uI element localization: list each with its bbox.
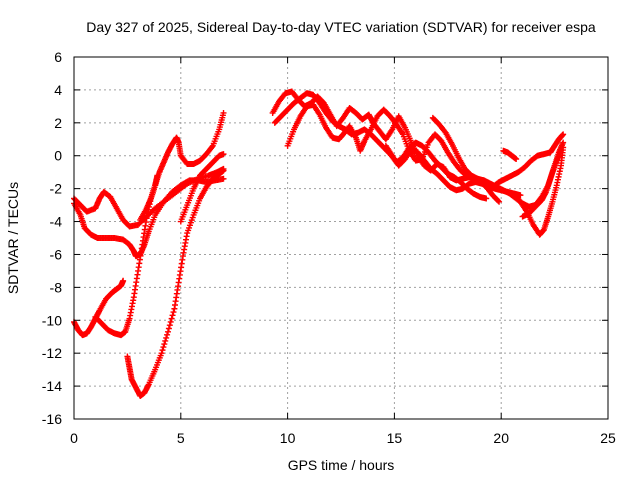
y-tick-label: -6 xyxy=(50,246,63,262)
x-tick-label: 25 xyxy=(600,430,616,446)
series-arc6 xyxy=(137,109,227,223)
data-point xyxy=(163,334,170,341)
data-point xyxy=(165,325,172,332)
data-point xyxy=(120,277,127,284)
data-point xyxy=(517,192,524,199)
data-point xyxy=(168,315,175,322)
y-tick-label: -12 xyxy=(42,345,62,361)
data-point xyxy=(170,309,177,316)
data-points xyxy=(71,88,567,399)
y-tick-label: -4 xyxy=(50,214,63,230)
series-arc3 xyxy=(71,277,127,339)
y-tick-label: -16 xyxy=(42,411,62,427)
chart-title: Day 327 of 2025, Sidereal Day-to-day VTE… xyxy=(86,19,596,35)
data-point xyxy=(220,175,227,182)
y-tick-label: 4 xyxy=(54,82,62,98)
x-tick-labels: 0 5 10 15 20 25 xyxy=(70,430,616,446)
y-tick-label: 0 xyxy=(54,148,62,164)
x-tick-label: 10 xyxy=(280,430,296,446)
data-point xyxy=(169,312,176,319)
y-tick-label: -8 xyxy=(50,279,63,295)
data-point xyxy=(158,350,165,357)
x-tick-label: 5 xyxy=(177,430,185,446)
series-arc10 xyxy=(284,101,503,205)
grid-lines xyxy=(74,57,608,419)
series-arc7 xyxy=(177,151,227,225)
x-tick-label: 15 xyxy=(387,430,403,446)
data-point xyxy=(495,197,502,204)
x-axis-label: GPS time / hours xyxy=(288,457,395,473)
series-arc11 xyxy=(382,142,524,199)
y-tick-label: -14 xyxy=(42,378,62,394)
series-arc13 xyxy=(500,147,520,163)
y-tick-label: -2 xyxy=(50,181,63,197)
x-tick-label: 20 xyxy=(493,430,509,446)
y-tick-label: -10 xyxy=(42,312,62,328)
y-tick-label: 2 xyxy=(54,115,62,131)
data-point xyxy=(220,109,227,116)
y-tick-labels: -16 -14 -12 -10 -8 -6 -4 -2 0 2 4 6 xyxy=(42,49,62,427)
data-point xyxy=(560,139,567,146)
data-point xyxy=(166,322,173,329)
series-arc5 xyxy=(124,167,227,399)
data-point xyxy=(164,328,171,335)
data-point xyxy=(159,347,166,354)
data-point xyxy=(160,344,167,351)
data-point xyxy=(220,167,227,174)
data-point xyxy=(162,337,169,344)
axis-ticks xyxy=(73,56,609,420)
data-point xyxy=(208,144,215,151)
series-arc14 xyxy=(489,131,567,190)
data-point xyxy=(483,195,490,202)
data-point xyxy=(496,198,503,205)
data-point xyxy=(164,331,171,338)
series-arc16 xyxy=(519,139,567,220)
x-tick-label: 0 xyxy=(70,430,78,446)
y-axis-label: SDTVAR / TECUs xyxy=(5,182,21,294)
plot-frame xyxy=(73,56,609,420)
data-point xyxy=(560,131,567,138)
data-point xyxy=(513,156,520,163)
data-point xyxy=(220,151,227,158)
y-tick-label: 6 xyxy=(54,49,62,65)
data-point xyxy=(167,318,174,325)
data-point xyxy=(161,341,168,348)
